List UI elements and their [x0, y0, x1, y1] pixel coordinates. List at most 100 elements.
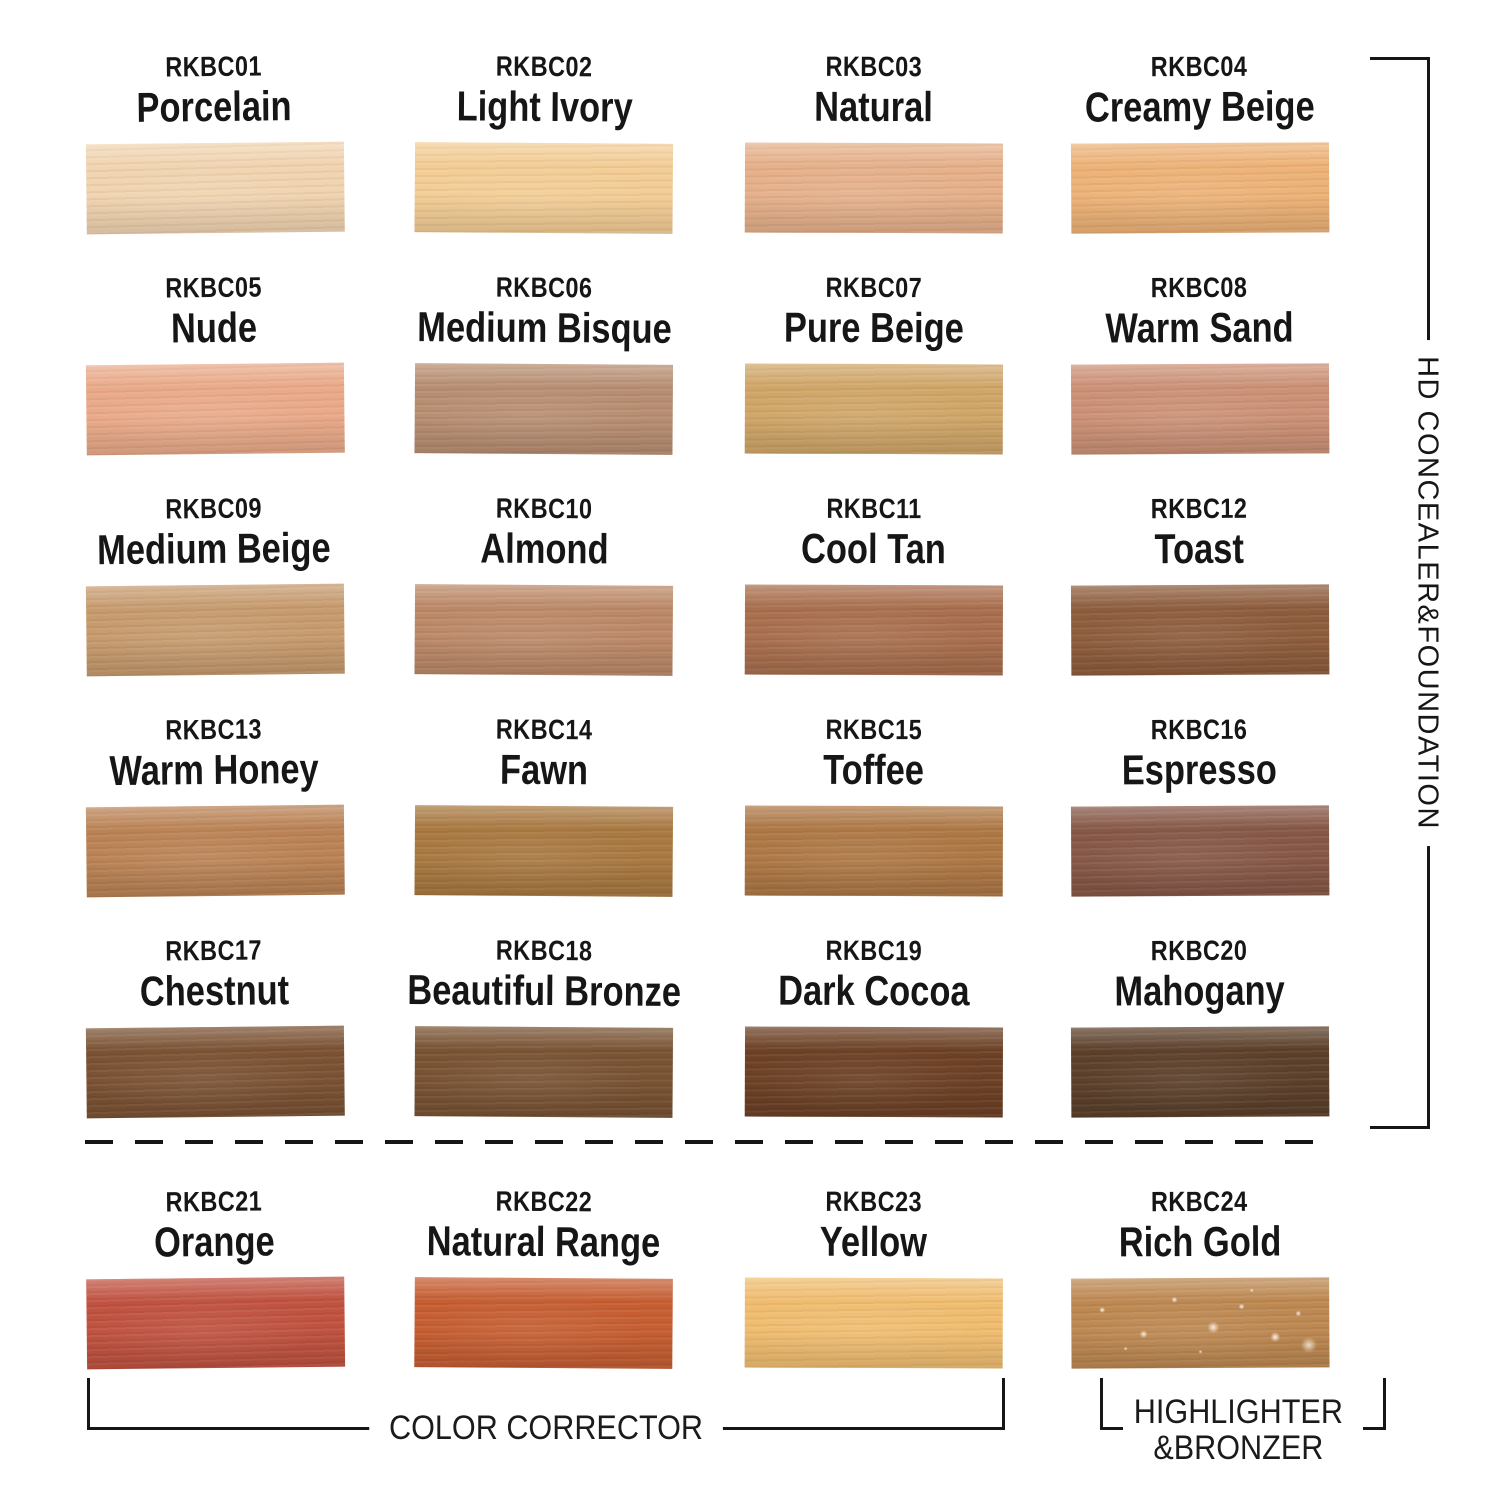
shade-cell: RKBC21 Orange [51, 1148, 379, 1372]
shade-swatch [744, 805, 1003, 896]
shade-name: Natural Range [427, 1217, 662, 1267]
shade-name: Medium Bisque [417, 303, 673, 353]
shade-name: Almond [480, 524, 609, 573]
shade-code: RKBC02 [496, 50, 594, 83]
shade-code: RKBC05 [165, 271, 263, 304]
shade-code: RKBC22 [496, 1185, 594, 1218]
shade-cell: RKBC14 Fawn [377, 707, 712, 930]
shade-swatch [744, 363, 1003, 454]
shade-swatch [414, 1276, 674, 1369]
shade-cell: RKBC23 Yellow [711, 1149, 1037, 1371]
shade-swatch [85, 362, 345, 455]
dashed-divider [85, 1140, 1328, 1144]
shade-swatch [1070, 804, 1329, 897]
shade-code: RKBC11 [826, 492, 922, 525]
highlighter-label-line2: &BRONZER [1153, 1428, 1324, 1467]
shade-code: RKBC09 [165, 492, 263, 525]
shade-code: RKBC23 [825, 1185, 923, 1218]
shade-cell: RKBC24 Rich Gold [1036, 1149, 1363, 1372]
shade-swatch [414, 1025, 674, 1118]
shade-swatch [1070, 362, 1329, 455]
shade-name: Toffee [823, 746, 925, 794]
shade-code: RKBC12 [1150, 492, 1248, 525]
shade-name: Medium Beige [97, 523, 332, 574]
hd-concealer-foundation-label: HD CONCEALER&FOUNDATION [1407, 340, 1447, 846]
hd-concealer-foundation-bracket: HD CONCEALER&FOUNDATION [1370, 57, 1447, 1129]
shade-swatch [85, 804, 345, 897]
shade-name: Chestnut [139, 966, 290, 1015]
shade-code: RKBC08 [1150, 271, 1248, 304]
shade-cell: RKBC17 Chestnut [51, 927, 379, 1151]
shade-cell: RKBC22 Natural Range [377, 1149, 712, 1372]
shade-cell: RKBC01 Porcelain [51, 43, 379, 267]
shade-swatch [744, 142, 1003, 233]
shade-name: Orange [153, 1217, 276, 1266]
shade-swatch [85, 1276, 345, 1369]
shade-cell: RKBC06 Medium Bisque [377, 265, 712, 488]
shade-cell: RKBC18 Beautiful Bronze [377, 928, 712, 1151]
shade-cell: RKBC16 Espresso [1036, 707, 1363, 930]
shade-swatch [1070, 1025, 1329, 1118]
shade-code: RKBC24 [1150, 1185, 1248, 1218]
shade-cell: RKBC20 Mahogany [1036, 928, 1363, 1151]
shade-cell: RKBC10 Almond [377, 486, 712, 709]
shade-cell: RKBC19 Dark Cocoa [711, 928, 1037, 1150]
shade-cell: RKBC07 Pure Beige [711, 265, 1037, 487]
shade-name: Pure Beige [783, 303, 965, 352]
shade-cell: RKBC02 Light Ivory [377, 44, 712, 267]
color-corrector-bracket: COLOR CORRECTOR [87, 1378, 1005, 1450]
shade-code: RKBC06 [496, 271, 594, 304]
shade-cell: RKBC13 Warm Honey [51, 706, 379, 930]
shade-name: Nude [170, 303, 258, 352]
shade-code: RKBC03 [825, 50, 923, 83]
shade-name: Natural [814, 82, 934, 131]
shade-swatch [414, 583, 674, 676]
shade-name: Fawn [500, 745, 589, 794]
shade-code: RKBC16 [1150, 713, 1248, 746]
shade-swatch [1070, 583, 1329, 676]
shade-name: Dark Cocoa [778, 966, 970, 1015]
shade-swatch [85, 1025, 345, 1118]
shade-cell: RKBC15 Toffee [711, 707, 1037, 929]
shade-name: Rich Gold [1117, 1217, 1281, 1266]
shade-code: RKBC20 [1150, 934, 1248, 967]
color-corrector-label: COLOR CORRECTOR [369, 1406, 723, 1450]
shade-name: Toast [1154, 524, 1244, 573]
shade-swatch [414, 804, 674, 897]
shade-cell: RKBC09 Medium Beige [51, 485, 379, 709]
shade-name: Light Ivory [456, 82, 633, 131]
shade-swatch [85, 583, 345, 676]
swatch-grid: RKBC01 Porcelain RKBC02 Light Ivory RKBC… [52, 45, 1362, 1371]
shade-code: RKBC10 [496, 492, 594, 525]
shade-code: RKBC14 [496, 713, 594, 746]
shade-code: RKBC15 [825, 713, 923, 746]
shade-cell: RKBC05 Nude [51, 264, 379, 488]
shade-code: RKBC18 [496, 934, 594, 967]
shade-cell: RKBC12 Toast [1036, 486, 1363, 709]
shade-name: Warm Sand [1104, 303, 1294, 352]
shade-code: RKBC04 [1150, 50, 1248, 83]
shade-name: Espresso [1121, 745, 1277, 794]
shade-swatch [414, 362, 674, 455]
highlighter-label-line1: HIGHLIGHTER [1133, 1393, 1343, 1431]
shade-code: RKBC21 [165, 1185, 263, 1218]
shade-code: RKBC17 [165, 934, 263, 967]
highlighter-bronzer-label: HIGHLIGHTER &BRONZER [1133, 1393, 1343, 1467]
shade-name: Yellow [820, 1218, 928, 1266]
shade-cell: RKBC08 Warm Sand [1036, 265, 1363, 488]
shade-swatch [744, 584, 1003, 675]
shade-swatch [1070, 1276, 1329, 1369]
shade-swatch [744, 1277, 1003, 1368]
shade-name: Mahogany [1113, 966, 1285, 1015]
shade-code: RKBC19 [825, 934, 923, 967]
shade-code: RKBC01 [165, 50, 263, 83]
shade-name: Cool Tan [801, 524, 947, 573]
shade-code: RKBC13 [165, 713, 263, 746]
shade-cell: RKBC03 Natural [711, 44, 1037, 266]
highlighter-bronzer-bracket: HIGHLIGHTER &BRONZER [1100, 1378, 1386, 1465]
shade-cell: RKBC11 Cool Tan [711, 486, 1037, 708]
shade-swatch [85, 141, 345, 234]
shade-name: Creamy Beige [1084, 82, 1314, 131]
shade-code: RKBC07 [825, 271, 923, 304]
